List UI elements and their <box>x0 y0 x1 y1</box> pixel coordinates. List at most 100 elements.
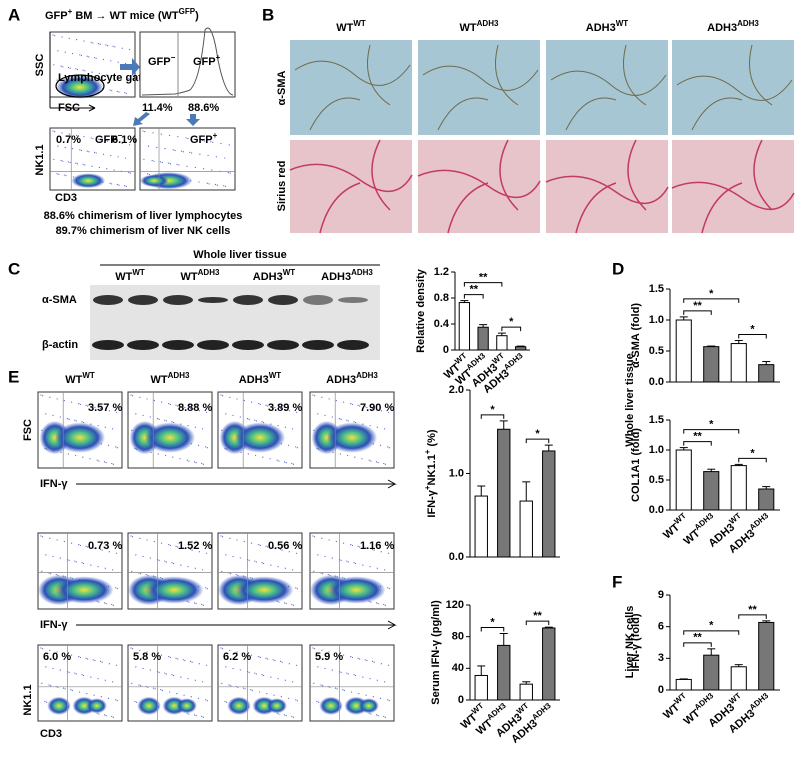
flow-dot <box>102 58 105 61</box>
flow-dot <box>156 146 158 148</box>
flow-dot <box>383 428 386 430</box>
band <box>92 340 124 350</box>
y-tick-label: 2.0 <box>449 384 464 396</box>
x-tick-label-part: ADH3 <box>502 350 525 371</box>
significance: * <box>535 428 540 440</box>
flow-dot <box>74 560 76 562</box>
band <box>268 295 298 305</box>
flow-dot <box>359 658 361 660</box>
flow-dot <box>350 544 352 546</box>
flow-dot <box>105 44 107 46</box>
flow-dot <box>149 416 151 418</box>
significance: * <box>709 419 714 431</box>
column-header: ADH3WT <box>239 371 282 386</box>
flow-dot <box>373 661 375 663</box>
x-tick-label-part: ADH3 <box>530 700 553 721</box>
flow-dot <box>90 41 92 43</box>
flow-dot <box>263 674 265 677</box>
bar <box>675 449 692 511</box>
flow-dot <box>83 674 85 677</box>
flow-dot <box>193 461 196 463</box>
flow-dot <box>97 678 99 680</box>
flow-dot <box>250 689 252 691</box>
flow-dot <box>270 564 272 566</box>
flow-dot <box>63 399 65 402</box>
flow-dot <box>46 701 48 703</box>
flow-dot <box>224 185 227 187</box>
flow-dot <box>90 564 92 566</box>
flow-dot <box>236 651 238 653</box>
flow-dot <box>342 654 345 656</box>
flow-dot <box>76 163 79 165</box>
bar <box>730 465 747 511</box>
flow-dot <box>83 40 85 42</box>
flow-dot <box>364 659 366 661</box>
flow-dot <box>359 405 361 407</box>
flow-dot <box>254 560 256 562</box>
axis-label: CD3 <box>55 192 77 204</box>
flow-dot <box>145 573 147 576</box>
percent: 0.56 % <box>268 540 302 552</box>
flow-dot <box>313 570 315 572</box>
bar <box>477 326 489 351</box>
flow-dot <box>250 542 253 544</box>
flow-dot <box>287 697 290 699</box>
flow-dot <box>68 37 70 39</box>
flow-dot <box>377 603 379 605</box>
column-header-part: ADH3 <box>168 371 190 380</box>
significance: * <box>490 404 495 416</box>
flow-dot <box>269 458 271 460</box>
flow-dot <box>259 656 262 659</box>
flow-dot <box>274 406 276 409</box>
flow-dot <box>180 676 182 678</box>
flow-dot <box>261 674 263 676</box>
flow-dot <box>276 459 278 461</box>
flow-dot <box>78 691 81 693</box>
axis-arrow <box>76 479 397 489</box>
flow-dot <box>346 419 348 421</box>
flow-dot <box>108 551 110 553</box>
flow-dot <box>111 90 113 92</box>
flow-dot <box>232 667 234 670</box>
flow-dot <box>103 461 106 463</box>
flow-dot <box>262 456 264 458</box>
flow-dot <box>243 540 245 543</box>
lane-header: WTADH3 <box>181 268 220 283</box>
gate-label-part: GFP <box>193 56 216 68</box>
flow-dot <box>380 551 382 553</box>
flow-dot <box>67 453 69 455</box>
flow-dot <box>228 144 230 146</box>
y-tick-label: 0.8 <box>434 292 449 304</box>
flow-dot <box>115 699 117 701</box>
flow-dot <box>187 425 189 427</box>
bar <box>542 627 556 701</box>
flow-dot <box>90 137 92 139</box>
y-tick-label: 1.0 <box>449 467 464 479</box>
flow-dot <box>179 458 181 460</box>
significance: * <box>709 620 714 632</box>
flow-dot <box>135 554 137 556</box>
flow-dot <box>98 460 100 462</box>
flow-dot <box>153 160 155 162</box>
column-header-part: WT <box>269 371 282 380</box>
flow-dot <box>113 75 115 77</box>
flow-dot <box>279 548 282 550</box>
gate-label-part: + <box>213 131 218 140</box>
significance: * <box>750 447 755 459</box>
y-tick-label: 9 <box>658 589 664 601</box>
flow-dot <box>105 462 107 464</box>
flow-dot <box>115 446 117 448</box>
bar <box>730 343 747 383</box>
flow-dot <box>247 453 249 455</box>
row-label: α-SMA <box>276 71 288 106</box>
y-tick-label: 120 <box>446 599 464 611</box>
flow-dot <box>48 684 50 686</box>
flow-dot <box>195 139 197 141</box>
flow-dot <box>222 536 224 538</box>
flow-dot <box>272 547 274 549</box>
flow-dot <box>49 537 51 539</box>
flow-dot <box>291 428 294 430</box>
flow-dot <box>109 182 111 184</box>
flow-dot <box>232 414 234 417</box>
flow-dot <box>92 42 94 44</box>
